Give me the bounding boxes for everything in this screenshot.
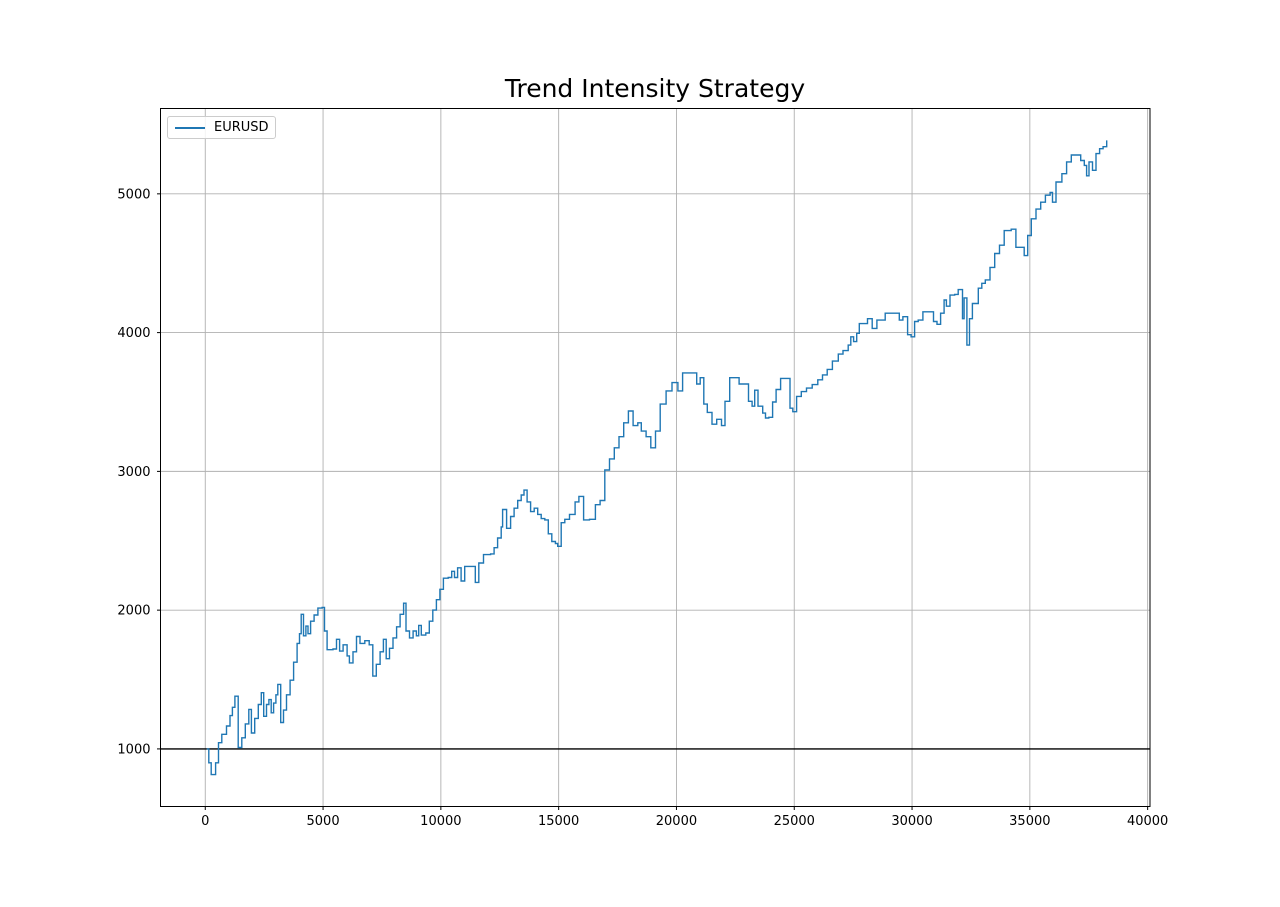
grid-layer	[160, 108, 1150, 807]
y-tick-label: 3000	[117, 465, 150, 480]
legend: EURUSD	[167, 116, 276, 139]
x-tick-label: 0	[201, 814, 209, 829]
series-line-eurusd	[206, 140, 1108, 776]
chart-title: Trend Intensity Strategy	[504, 74, 806, 103]
axes-spines	[160, 108, 1151, 807]
x-tick-label: 10000	[420, 814, 461, 829]
spine-layer	[160, 108, 1151, 807]
tick-layer: 0 5000 10000 15000 20000 25000 30000 35000 40000…	[117, 187, 1168, 829]
x-tick-label: 5000	[307, 814, 340, 829]
x-tick-label: 40000	[1127, 814, 1168, 829]
x-tick-label: 25000	[774, 814, 815, 829]
y-tick-label: 2000	[117, 604, 150, 619]
legend-series-label: EURUSD	[214, 120, 269, 135]
legend-line-sample	[175, 126, 205, 129]
y-tick-label: 5000	[117, 187, 150, 202]
series-layer	[206, 140, 1108, 776]
x-tick-label: 35000	[1009, 814, 1050, 829]
y-tick-label: 4000	[117, 326, 150, 341]
x-tick-label: 15000	[538, 814, 579, 829]
y-tick-label: 1000	[117, 742, 150, 757]
x-tick-label: 20000	[656, 814, 697, 829]
x-tick-label: 30000	[891, 814, 932, 829]
